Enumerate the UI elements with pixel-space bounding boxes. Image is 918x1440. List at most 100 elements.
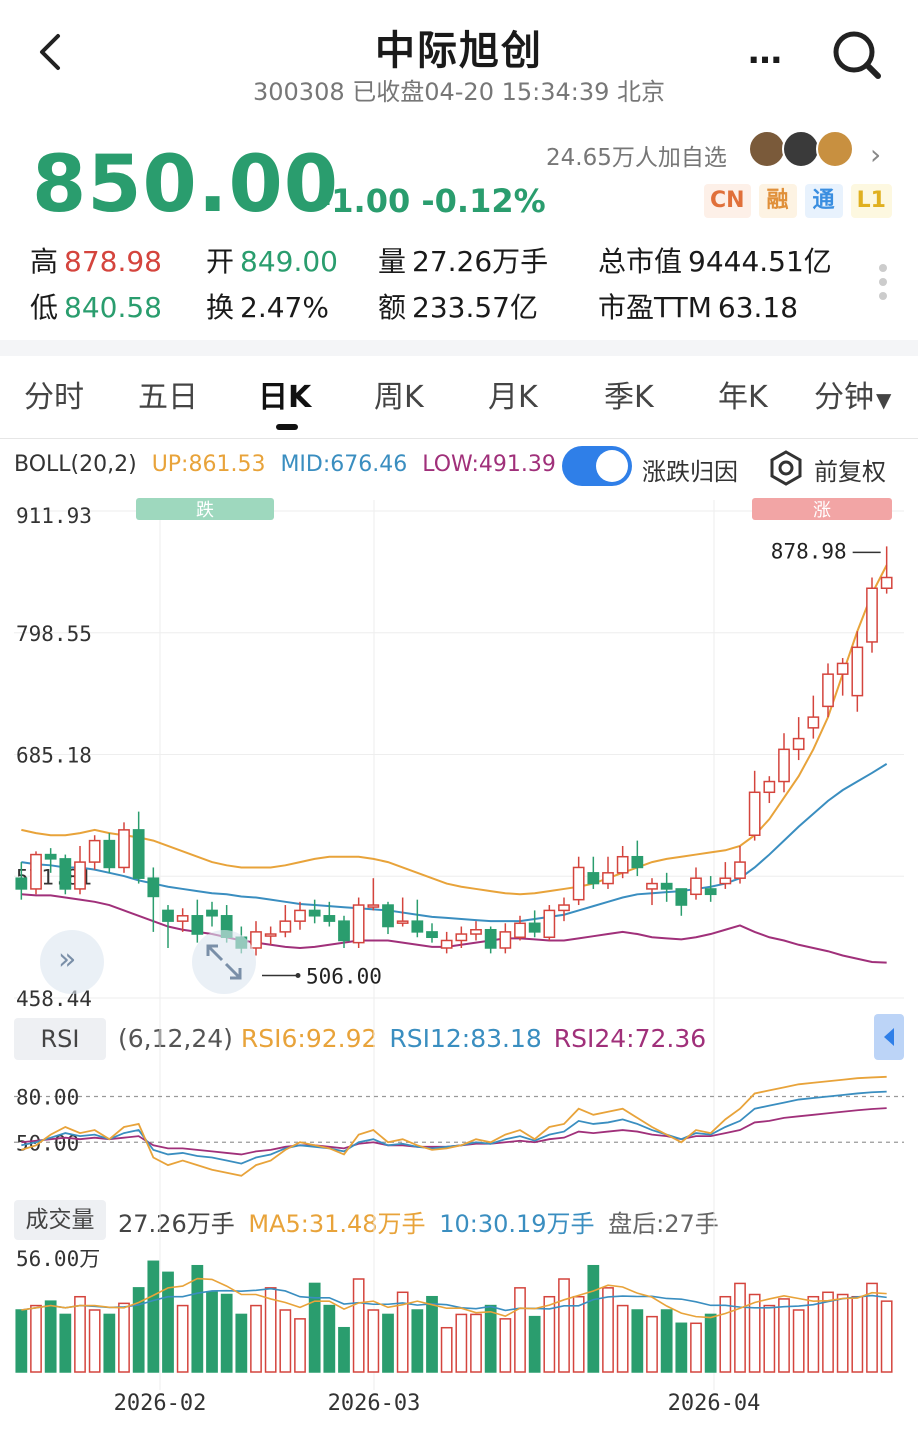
candle-body <box>602 872 614 885</box>
tab-quarterly-k[interactable]: 季K <box>604 380 654 415</box>
candle-body <box>132 829 145 879</box>
vertical-dots-icon[interactable] <box>876 262 890 302</box>
adjust-settings-icon[interactable] <box>768 450 804 486</box>
tab-intraday[interactable]: 分时 <box>24 380 84 415</box>
followers-count[interactable]: 24.65万人加自选 <box>546 145 727 171</box>
tab-minute-label: 分钟 <box>814 380 874 415</box>
volume-bar <box>528 1315 541 1373</box>
volume-bar <box>440 1326 453 1373</box>
volume-ma5: MA5:31.48万手 <box>248 1210 426 1238</box>
stat-value: 233.57亿 <box>412 291 538 324</box>
page-title: 中际旭创 <box>375 28 543 74</box>
badge-margin[interactable]: 融 <box>758 184 797 218</box>
tab-monthly-k[interactable]: 月K <box>488 380 538 415</box>
fullscreen-icon <box>206 944 242 980</box>
candle-body <box>30 853 42 890</box>
candle-body <box>616 855 629 874</box>
volume-bar <box>147 1260 160 1373</box>
candle-body <box>660 882 673 890</box>
tab-five-day[interactable]: 五日 <box>138 380 198 415</box>
volume-bar <box>675 1322 688 1373</box>
volume-bar <box>734 1282 746 1373</box>
volume-bar <box>866 1282 878 1373</box>
stat-value: 878.98 <box>64 245 162 278</box>
candle-body <box>807 716 820 729</box>
rsi-tag[interactable]: RSI <box>14 1018 106 1060</box>
boll-upper-line <box>21 564 888 896</box>
boll-low: LOW:491.39 <box>422 452 556 477</box>
back-arrow-icon[interactable] <box>30 30 74 74</box>
volume-tag[interactable]: 成交量 <box>14 1200 106 1240</box>
candle-body <box>822 673 834 708</box>
candle-body <box>631 855 644 869</box>
rsi-legend[interactable]: RSI (6,12,24) RSI6:92.92 RSI12:83.18 RSI… <box>14 1018 894 1060</box>
volume-bar <box>660 1309 673 1373</box>
candle-body <box>74 861 86 890</box>
fullscreen-button[interactable] <box>192 930 256 994</box>
volume-bar <box>822 1291 834 1373</box>
candle-body <box>499 931 512 949</box>
double-chevron-right-icon: » <box>58 942 77 977</box>
stock-status-subtitle: 300308 已收盘04-20 15:34:39 北京 <box>252 78 666 106</box>
candle-body <box>279 920 292 933</box>
candle-body <box>118 829 130 869</box>
collapse-panel-icon[interactable] <box>874 1014 904 1060</box>
volume-bar <box>880 1300 893 1373</box>
volume-bar <box>44 1300 57 1373</box>
candle-body <box>162 909 174 922</box>
candle-body <box>528 922 541 933</box>
stat-label: 开 <box>206 245 235 278</box>
candle-body <box>455 933 468 942</box>
candle-body <box>763 780 776 794</box>
follower-avatars[interactable] <box>748 130 858 170</box>
badge-connect[interactable]: 通 <box>804 184 843 218</box>
candle-body <box>484 928 497 949</box>
search-icon[interactable] <box>828 26 884 82</box>
candle-body <box>440 939 453 949</box>
candle-body <box>426 931 438 939</box>
period-tabs: 分时 五日 日K 周K 月K 季K 年K 分钟 ▼ <box>0 372 918 428</box>
volume-bar <box>294 1318 306 1373</box>
badge-cn[interactable]: CN <box>704 184 751 218</box>
stat-label: 换 <box>206 291 235 324</box>
tab-yearly-k[interactable]: 年K <box>718 380 768 415</box>
more-icon[interactable]: … <box>748 32 784 72</box>
badge-l1[interactable]: L1 <box>850 184 892 218</box>
tab-daily-k[interactable]: 日K <box>258 380 312 415</box>
x-tick-label: 2026-04 <box>668 1391 761 1416</box>
candle-body <box>851 646 864 697</box>
candle-body <box>572 866 585 901</box>
volume-bar <box>499 1318 512 1373</box>
stat-open: 开 849.00 <box>206 240 338 280</box>
boll-mid-line <box>21 763 888 923</box>
stat-value: 27.26万手 <box>412 245 549 278</box>
expand-left-button[interactable]: » <box>40 930 104 994</box>
volume-bar <box>616 1304 629 1373</box>
stat-label: 低 <box>30 291 59 324</box>
tab-weekly-k[interactable]: 周K <box>374 380 424 415</box>
tab-minute[interactable]: 分钟 ▼ <box>814 372 891 416</box>
section-divider <box>0 340 918 356</box>
volume-bar <box>132 1287 145 1373</box>
volume-legend[interactable]: 成交量 27.26万手 MA5:31.48万手 10:30.19万手 盘后:27… <box>14 1200 894 1240</box>
attribution-label[interactable]: 涨跌归因 <box>642 458 738 486</box>
adjust-label[interactable]: 前复权 <box>814 458 886 486</box>
volume-bar <box>308 1282 321 1373</box>
candle-body <box>675 888 688 906</box>
price-change: -1.00 -0.12% <box>318 182 546 220</box>
stat-label: 量 <box>378 245 407 278</box>
stat-value: 849.00 <box>240 245 338 278</box>
stat-low: 低 840.58 <box>30 286 162 326</box>
chevron-right-icon[interactable]: › <box>870 138 882 171</box>
volume-bar <box>323 1304 336 1373</box>
candle-body <box>880 576 893 589</box>
candle-body <box>323 915 336 922</box>
candle-body <box>558 904 570 912</box>
volume-bar <box>646 1315 658 1373</box>
volume-bar <box>74 1295 86 1373</box>
candle-body <box>587 872 600 885</box>
attribution-toggle[interactable] <box>562 446 632 486</box>
boll-legend[interactable]: BOLL(20,2) UP:861.53 MID:676.46 LOW:491.… <box>14 452 556 477</box>
volume-bar <box>455 1313 468 1373</box>
